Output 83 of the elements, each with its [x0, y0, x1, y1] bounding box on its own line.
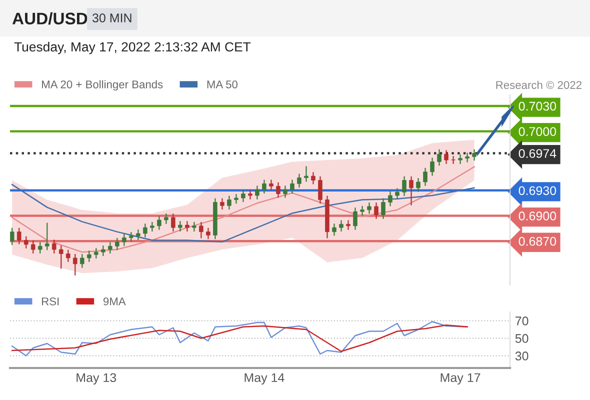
- candlestick: [262, 180, 266, 194]
- y-tick-label: 70: [516, 316, 528, 326]
- candlestick: [122, 234, 126, 246]
- candlestick: [458, 154, 462, 164]
- candlestick: [66, 250, 70, 262]
- candlestick: [115, 238, 120, 250]
- candlestick: [178, 221, 182, 232]
- candlestick: [248, 190, 252, 200]
- candlestick: [409, 176, 414, 206]
- candlestick: [185, 221, 190, 232]
- candlestick: [24, 236, 28, 248]
- y-tick-label: 0.6870: [518, 236, 556, 246]
- candlestick: [80, 254, 84, 268]
- candlestick: [94, 248, 98, 259]
- text: Research © 2022: [496, 80, 582, 89]
- line-series: [11, 184, 475, 243]
- candlestick: [269, 180, 274, 190]
- candlestick: [206, 228, 210, 240]
- candlestick: [52, 240, 56, 254]
- chart-title: AUD/USD: [12, 12, 88, 25]
- candlestick: [283, 186, 288, 198]
- candlestick: [199, 222, 204, 238]
- candlestick: [164, 214, 168, 224]
- candlestick: [16, 228, 22, 244]
- candlestick: [255, 186, 260, 200]
- candlestick: [416, 178, 420, 192]
- y-tick-label: 30: [515, 352, 528, 360]
- candlestick: [332, 224, 336, 236]
- candlestick: [290, 180, 294, 194]
- candlestick: [108, 242, 112, 254]
- y-tick-label: 0.6974: [518, 149, 556, 158]
- candlestick: [381, 198, 386, 219]
- candlestick: [465, 152, 470, 162]
- y-tick-label: 50: [515, 334, 528, 343]
- candlestick: [241, 190, 246, 202]
- candlestick: [367, 202, 372, 214]
- candlestick: [360, 206, 364, 216]
- legend-label: RSI: [42, 297, 59, 306]
- text: 30 MIN: [92, 14, 132, 22]
- x-tick-label: May 13: [76, 373, 116, 385]
- candlestick: [72, 254, 78, 276]
- y-tick-label: 0.7000: [518, 127, 556, 136]
- candlestick: [346, 220, 350, 230]
- candlestick: [451, 156, 456, 164]
- candlestick: [304, 166, 308, 182]
- y-tick-label: 0.6930: [518, 186, 556, 196]
- candlestick: [423, 168, 428, 186]
- candlestick: [374, 202, 378, 219]
- candlestick: [157, 216, 162, 230]
- candlestick: [297, 174, 302, 188]
- candlestick: [101, 246, 106, 256]
- candlestick: [44, 222, 50, 250]
- chart-subtitle: Tuesday, May 17, 2022 2:13:32 AM CET: [14, 42, 251, 54]
- candlestick: [472, 149, 476, 161]
- legend-label: MA 20 + Bollinger Bands: [42, 80, 163, 91]
- candlestick: [353, 208, 358, 230]
- candlestick: [339, 220, 344, 232]
- y-tick-label: 0.6900: [518, 212, 556, 220]
- candlestick: [444, 150, 448, 164]
- candlestick: [143, 224, 148, 238]
- y-tick-label: 0.7030: [518, 102, 556, 111]
- candlestick: [220, 198, 224, 210]
- line-series: [11, 166, 475, 253]
- candlestick: [437, 149, 442, 166]
- candlestick: [10, 228, 14, 246]
- candlestick: [171, 214, 176, 232]
- candlestick: [38, 242, 42, 254]
- candlestick: [430, 158, 434, 176]
- legend-label: MA 50: [207, 80, 238, 88]
- candlestick: [276, 182, 280, 198]
- candlestick: [30, 240, 36, 254]
- candlestick: [395, 188, 400, 200]
- x-tick-label: May 17: [440, 373, 480, 385]
- candlestick: [58, 246, 64, 269]
- candlestick: [388, 192, 392, 206]
- x-tick-label: May 14: [244, 373, 284, 385]
- candlestick: [311, 172, 316, 184]
- candlestick: [136, 230, 140, 240]
- candlestick: [227, 196, 232, 210]
- candlestick: [318, 176, 322, 204]
- candlestick: [86, 250, 92, 262]
- candlestick: [402, 176, 406, 196]
- legend-label: 9MA: [103, 297, 126, 306]
